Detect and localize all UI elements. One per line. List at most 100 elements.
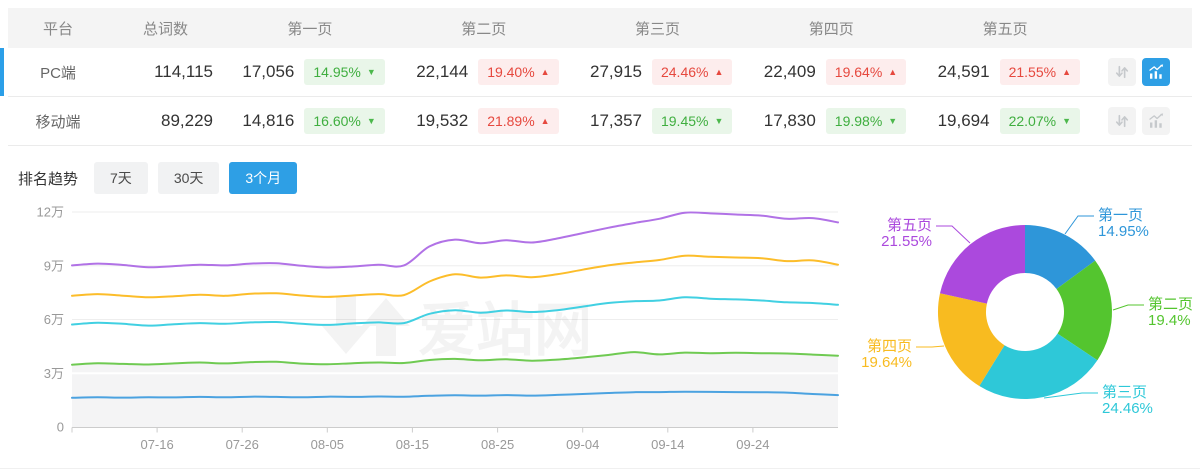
x-tick-label: 07-26 [226, 437, 259, 452]
series-line-3 [71, 296, 839, 327]
donut-label-value-1: 19.4% [1148, 312, 1191, 329]
donut-label-line-0 [1064, 215, 1094, 235]
arrow-down-icon: ▼ [714, 115, 724, 126]
header-cell-3: 第二页 [461, 20, 507, 38]
y-tick-label: 12万 [37, 205, 64, 220]
change-percent: 19.40% [487, 64, 535, 80]
range-tab-0[interactable]: 7天 [94, 162, 148, 194]
donut-label-line-1 [1112, 304, 1144, 311]
series-line-1 [71, 390, 839, 399]
row-actions [1092, 107, 1192, 135]
watermark-logo-icon [322, 296, 370, 354]
change-badge: 19.98% ▼ [825, 108, 907, 134]
y-tick-label: 0 [57, 420, 64, 435]
platform-row-pc[interactable]: PC端 114,115 17,056 14.95% ▼ 22,144 19.40% ▲ 27,9… [0, 48, 1192, 97]
donut-label-name-1: 第二页 [1148, 295, 1193, 313]
change-badge: 21.89% ▲ [478, 108, 559, 134]
page-word-count: 22,409 [763, 62, 816, 81]
x-tick-label: 09-14 [651, 437, 684, 452]
change-percent: 21.55% [1008, 64, 1057, 80]
header-cell-4: 第三页 [634, 20, 680, 38]
donut-slice-2 [979, 333, 1098, 399]
donut-label-name-4: 第五页 [887, 216, 932, 234]
page-word-count: 19,532 [416, 111, 469, 130]
change-percent: 22.07% [1008, 113, 1057, 129]
change-percent: 24.46% [660, 64, 709, 80]
donut-slice-3 [937, 293, 1005, 386]
donut-label-value-4: 21.55% [881, 233, 932, 250]
donut-label-line-4 [936, 225, 971, 244]
change-badge: 16.60% ▼ [304, 108, 385, 134]
change-percent: 16.60% [313, 113, 361, 129]
y-tick-label: 3万 [44, 366, 64, 381]
trend-title: 排名趋势 [18, 170, 79, 188]
platform-row-mobile[interactable]: 移动端 89,229 14,816 16.60% ▼ 19,532 21.89% ▲ 17,35… [8, 97, 1192, 146]
row-actions [1092, 58, 1192, 86]
y-tick-label: 9万 [44, 258, 64, 273]
change-percent: 19.98% [834, 113, 883, 129]
change-badge: 19.64% ▲ [825, 59, 907, 85]
page-cell-1: 14,816 16.60% ▼ [223, 108, 397, 134]
charts-row: 爱站网07-1607-2608-0508-1508-2509-0409-1409… [0, 194, 1200, 468]
sort-arrows-icon [1115, 65, 1129, 79]
page-word-count: 17,056 [242, 62, 295, 81]
series-area-fill [72, 352, 838, 427]
page-cell-5: 19,694 22.07% ▼ [918, 108, 1092, 134]
page-cell-4: 17,830 19.98% ▼ [744, 108, 918, 134]
page-cell-1: 17,056 14.95% ▼ [223, 59, 397, 85]
trend-toolbar: 排名趋势 7天 30天 3个月 [0, 146, 1200, 194]
trend-chart-icon [1149, 113, 1164, 128]
show-trend-button[interactable] [1142, 107, 1170, 135]
page-cell-2: 19,532 21.89% ▲ [397, 108, 571, 134]
page-cell-2: 22,144 19.40% ▲ [397, 59, 571, 85]
trend-line-chart: 爱站网07-1607-2608-0508-1508-2509-0409-1409… [37, 205, 839, 452]
change-percent: 19.64% [834, 64, 883, 80]
watermark-text: 爱站网 [418, 298, 592, 363]
sort-button[interactable] [1108, 58, 1136, 86]
change-badge: 24.46% ▲ [651, 59, 733, 85]
arrow-down-icon: ▼ [1062, 115, 1071, 126]
donut-slice-0 [1025, 225, 1096, 289]
donut-label-value-2: 24.46% [1102, 400, 1153, 417]
donut-slice-1 [1056, 260, 1112, 361]
show-trend-button[interactable] [1142, 58, 1170, 86]
table-header-row: 平台 总词数 第一页 第二页 第三页 第四页 第五页 [8, 8, 1192, 48]
change-badge: 21.55% ▲ [999, 59, 1080, 85]
page-cell-3: 17,357 19.45% ▼ [571, 108, 745, 134]
total-words: 89,229 [161, 111, 213, 130]
rank-table: 平台 总词数 第一页 第二页 第三页 第四页 第五页 PC端 114,115 17,056 14.… [0, 0, 1200, 146]
sort-arrows-icon [1115, 114, 1129, 128]
change-badge: 14.95% ▼ [304, 59, 385, 85]
range-tab-2[interactable]: 3个月 [229, 162, 298, 194]
range-tab-1[interactable]: 30天 [157, 162, 220, 194]
page-cell-4: 22,409 19.64% ▲ [744, 59, 918, 85]
header-cell-6: 第五页 [982, 20, 1028, 38]
change-percent: 19.45% [660, 113, 709, 129]
page-word-count: 19,694 [937, 111, 990, 130]
arrow-down-icon: ▼ [888, 115, 898, 126]
arrow-down-icon: ▼ [366, 66, 376, 77]
page-cell-5: 24,591 21.55% ▲ [918, 59, 1092, 85]
donut-label-line-2 [1043, 392, 1098, 399]
header-cell-0: 平台 [42, 20, 73, 38]
page-word-count: 24,591 [937, 62, 990, 81]
platform-name: PC端 [40, 64, 76, 82]
sort-button[interactable] [1108, 107, 1136, 135]
watermark: 爱站网 [322, 296, 592, 363]
change-percent: 14.95% [313, 64, 361, 80]
arrow-up-icon: ▲ [540, 115, 550, 126]
change-badge: 19.45% ▼ [651, 108, 733, 134]
series-line-4 [71, 254, 839, 299]
arrow-up-icon: ▲ [540, 66, 550, 77]
series-line-2 [71, 351, 839, 366]
header-cell-1: 总词数 [142, 20, 188, 38]
page-word-count: 17,357 [589, 111, 642, 130]
range-tabs: 7天 30天 3个月 [94, 162, 307, 194]
donut-label-name-2: 第三页 [1102, 383, 1147, 401]
x-tick-label: 09-04 [566, 437, 599, 452]
donut-label-line-3 [916, 345, 945, 348]
donut-label-value-3: 19.64% [861, 354, 912, 371]
donut-label-name-3: 第四页 [867, 337, 912, 355]
